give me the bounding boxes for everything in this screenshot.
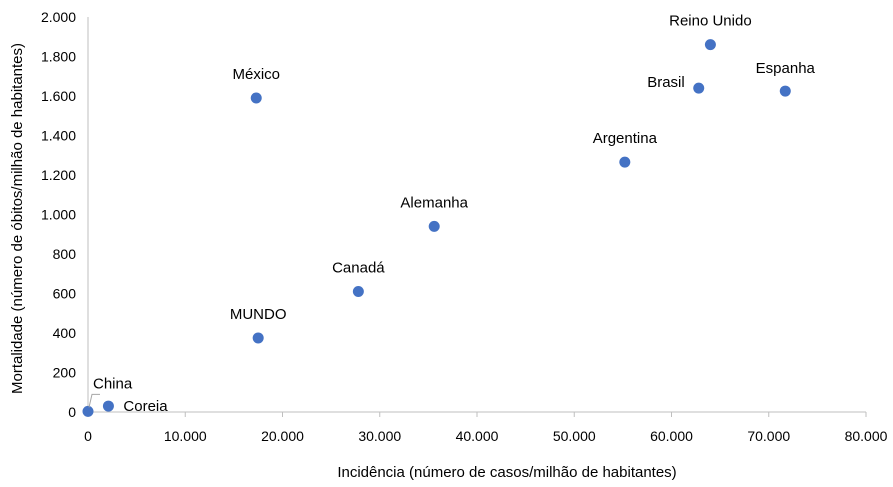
- data-point-brasil: [693, 82, 705, 94]
- x-tick-label: 80.000: [845, 428, 888, 444]
- y-tick-label: 800: [53, 246, 77, 262]
- china-leader-line: [88, 393, 100, 408]
- point-label-mundo: MUNDO: [230, 306, 287, 323]
- x-axis-title: Incidência (número de casos/milhão de ha…: [337, 464, 676, 481]
- data-point-mexico: [250, 92, 262, 104]
- data-point-argentina: [619, 156, 631, 168]
- point-label-brasil: Brasil: [647, 74, 685, 91]
- x-tick-label: 10.000: [164, 428, 207, 444]
- data-point-coreia: [102, 400, 114, 412]
- data-point-canada: [352, 286, 364, 298]
- x-tick-label: 40.000: [456, 428, 499, 444]
- point-label-canada: Canadá: [332, 260, 385, 277]
- y-axis-title: Mortalidade (número de óbitos/milhão de …: [9, 43, 26, 394]
- y-tick-label: 0: [68, 404, 76, 420]
- point-label-mexico: México: [232, 66, 280, 83]
- point-label-coreia: Coreia: [123, 398, 168, 415]
- data-point-espanha: [779, 85, 791, 97]
- x-tick-label: 20.000: [261, 428, 304, 444]
- y-tick-label: 2.000: [41, 9, 76, 25]
- point-label-china: China: [93, 375, 133, 392]
- y-tick-label: 200: [53, 365, 77, 381]
- y-tick-label: 600: [53, 286, 77, 302]
- y-tick-label: 1.800: [41, 49, 76, 65]
- x-tick-label: 0: [84, 428, 92, 444]
- x-tick-label: 60.000: [650, 428, 693, 444]
- y-tick-label: 400: [53, 325, 77, 341]
- y-tick-label: 1.600: [41, 88, 76, 104]
- x-tick-label: 50.000: [553, 428, 596, 444]
- data-point-alemanha: [428, 220, 440, 232]
- axes: [87, 17, 867, 417]
- point-label-argentina: Argentina: [593, 130, 658, 147]
- point-label-alemanha: Alemanha: [400, 194, 468, 211]
- y-tick-label: 1.200: [41, 167, 76, 183]
- x-tick-label: 70.000: [747, 428, 790, 444]
- data-point-mundo: [252, 332, 264, 344]
- data-point-reino-unido: [704, 39, 716, 51]
- point-label-reino-unido: Reino Unido: [669, 13, 752, 30]
- y-tick-label: 1.000: [41, 207, 76, 223]
- data-point-china: [82, 405, 94, 417]
- point-label-espanha: Espanha: [756, 60, 816, 77]
- y-tick-label: 1.400: [41, 128, 76, 144]
- data-points: [82, 39, 791, 417]
- x-tick-label: 30.000: [358, 428, 401, 444]
- tick-labels: 0 10.000 20.000 30.000 40.000 50.000 60.000 70.…: [41, 9, 888, 444]
- point-labels: China Coreia MUNDO México Canadá Alemanha Arge…: [88, 13, 816, 415]
